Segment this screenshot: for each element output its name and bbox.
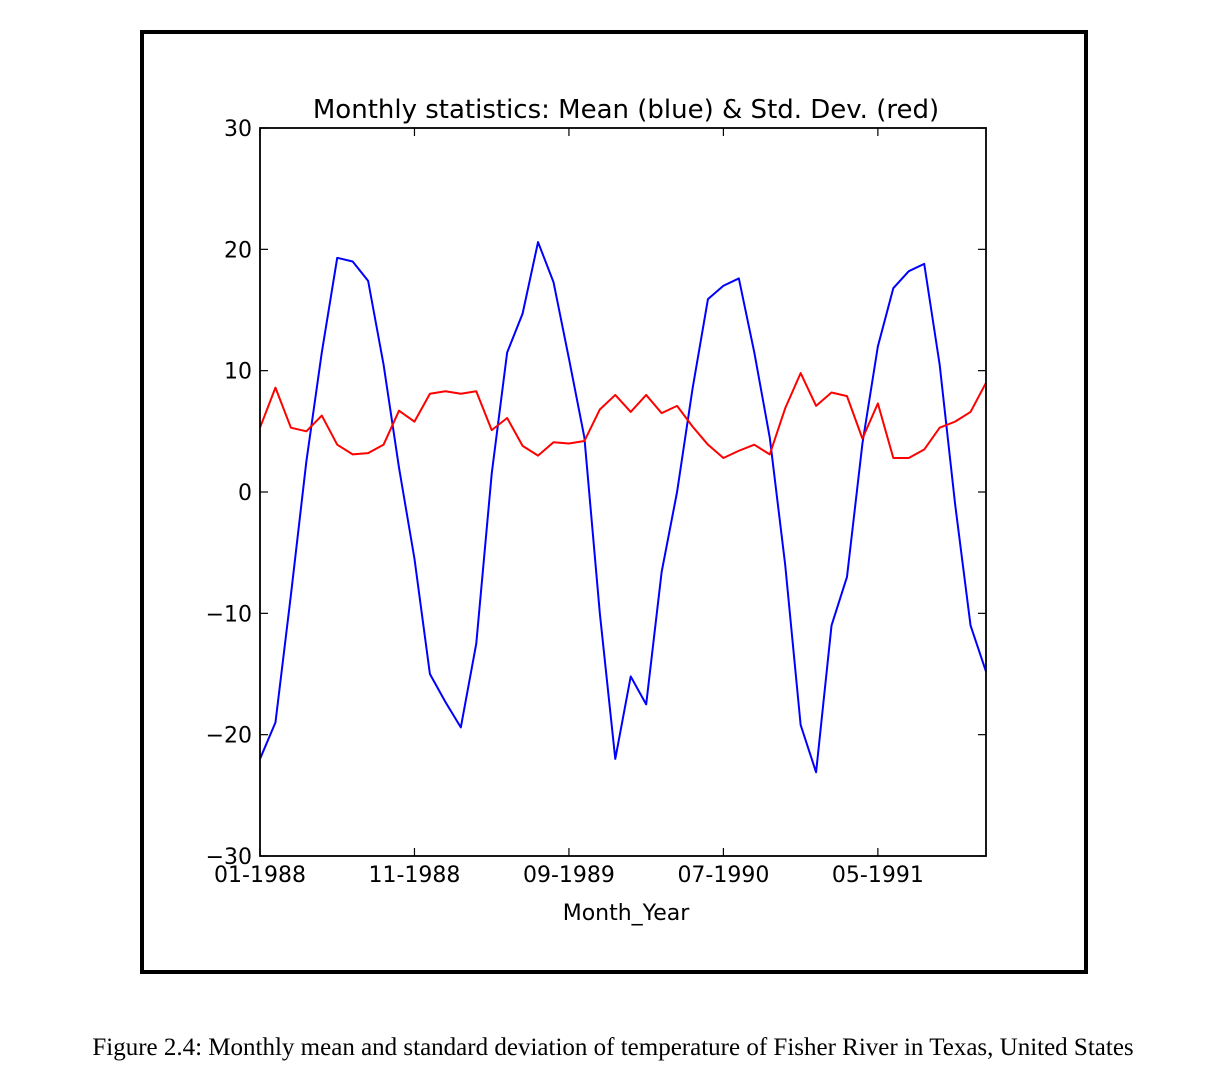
y-tick-label: −30 xyxy=(206,845,252,870)
x-tick-label: 11-1988 xyxy=(369,863,461,888)
y-tick-label: −10 xyxy=(206,602,252,627)
x-tick-label: 05-1991 xyxy=(832,863,924,888)
figure-frame: Monthly statistics: Mean (blue) & Std. D… xyxy=(140,30,1088,974)
plot-area: −30 −20 −10 0 10 20 30 01-1988 11-1988 09-1989 07-… xyxy=(206,117,987,888)
y-tick-label: 30 xyxy=(224,117,252,142)
chart-title: Monthly statistics: Mean (blue) & Std. D… xyxy=(313,95,939,125)
x-tick-label: 07-1990 xyxy=(677,863,769,888)
line-chart: Monthly statistics: Mean (blue) & Std. D… xyxy=(206,95,987,926)
y-tick-label: −20 xyxy=(206,724,252,749)
y-tick-label: 0 xyxy=(238,481,252,506)
y-tick-label: 20 xyxy=(224,238,252,263)
y-tick-label: 10 xyxy=(224,360,252,385)
plot-frame xyxy=(259,127,987,857)
figure-caption: Figure 2.4: Monthly mean and standard de… xyxy=(92,1034,1134,1061)
x-tick-label: 01-1988 xyxy=(214,863,306,888)
series-line-1 xyxy=(259,372,987,460)
series-line-0 xyxy=(259,241,987,774)
x-tick-label: 09-1989 xyxy=(523,863,615,888)
x-axis-label: Month_Year xyxy=(563,901,690,926)
